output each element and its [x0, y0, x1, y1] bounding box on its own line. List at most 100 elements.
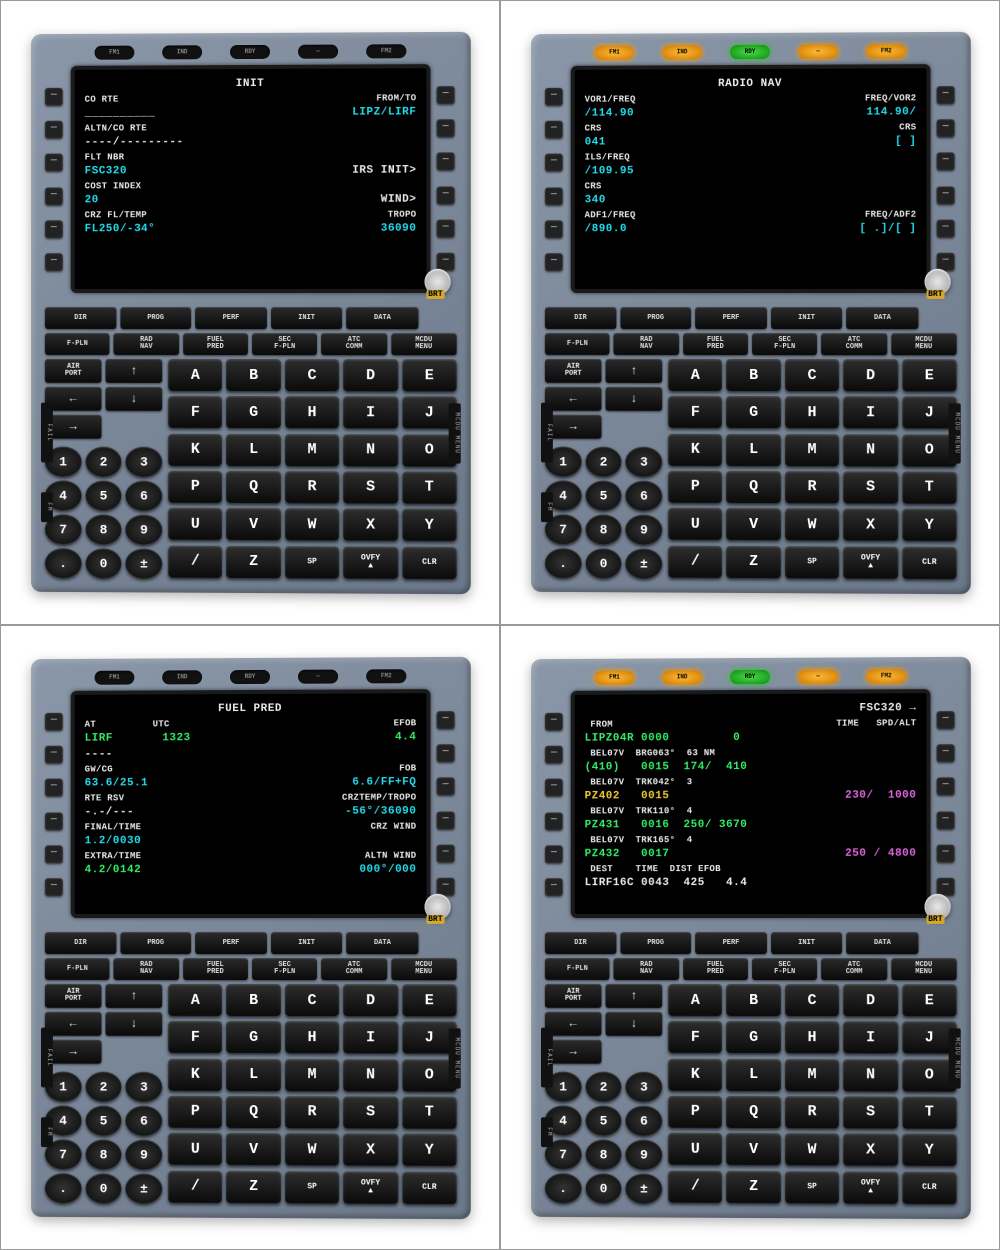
- key-init[interactable]: INIT: [771, 306, 843, 328]
- lsk-l2[interactable]: [545, 120, 563, 138]
- key-3[interactable]: 3: [126, 446, 162, 476]
- lsk-r4[interactable]: [437, 186, 455, 204]
- key-b[interactable]: B: [726, 983, 780, 1015]
- key-sp[interactable]: SP: [285, 545, 339, 577]
- lsk-l5[interactable]: [45, 220, 63, 238]
- key-clr[interactable]: CLR: [402, 1171, 457, 1203]
- key-k[interactable]: K: [668, 1058, 722, 1090]
- key-5[interactable]: 5: [585, 1105, 621, 1135]
- key-sec-f-pln[interactable]: SECF-PLN: [252, 958, 317, 980]
- key-s[interactable]: S: [343, 1096, 398, 1128]
- key-r[interactable]: R: [785, 1096, 839, 1128]
- key-right[interactable]: →: [545, 414, 602, 438]
- lsk-l6[interactable]: [45, 878, 63, 896]
- key-s[interactable]: S: [843, 1096, 898, 1128]
- key-±[interactable]: ±: [626, 1173, 662, 1203]
- lsk-l3[interactable]: [45, 153, 63, 171]
- key-t[interactable]: T: [402, 471, 457, 503]
- key-x[interactable]: X: [843, 1133, 898, 1165]
- key-q[interactable]: Q: [726, 470, 780, 502]
- key-a[interactable]: A: [168, 358, 222, 390]
- key-g[interactable]: G: [226, 396, 280, 428]
- key-p[interactable]: P: [668, 1095, 722, 1127]
- lsk-r6[interactable]: [437, 253, 455, 271]
- key-up[interactable]: ↑: [605, 358, 662, 382]
- lsk-l4[interactable]: [545, 187, 563, 205]
- key-w[interactable]: W: [285, 508, 339, 540]
- key-6[interactable]: 6: [126, 1105, 162, 1135]
- lsk-l4[interactable]: [45, 187, 63, 205]
- lsk-r5[interactable]: [437, 219, 455, 237]
- lsk-l5[interactable]: [45, 845, 63, 863]
- lsk-r5[interactable]: [437, 844, 455, 862]
- key-l[interactable]: L: [726, 433, 780, 465]
- key-prog[interactable]: PROG: [120, 307, 191, 329]
- key-data[interactable]: DATA: [346, 931, 418, 953]
- key-.[interactable]: .: [545, 548, 581, 578]
- key-8[interactable]: 8: [585, 514, 621, 544]
- key-s[interactable]: S: [843, 471, 898, 503]
- key-init[interactable]: INIT: [271, 931, 343, 953]
- key-fuel-pred[interactable]: FUELPRED: [683, 332, 748, 354]
- key-data[interactable]: DATA: [846, 306, 918, 328]
- key-clr[interactable]: CLR: [402, 546, 457, 578]
- key-rad-nav[interactable]: RADNAV: [114, 332, 179, 354]
- key-x[interactable]: X: [343, 508, 398, 540]
- lsk-r6[interactable]: [937, 878, 955, 896]
- key-t[interactable]: T: [902, 1096, 957, 1128]
- lsk-r3[interactable]: [437, 152, 455, 170]
- key-±[interactable]: ±: [626, 548, 662, 578]
- key-y[interactable]: Y: [902, 1133, 957, 1165]
- key-x[interactable]: X: [843, 508, 898, 540]
- key-left[interactable]: ←: [45, 1011, 102, 1035]
- key-g[interactable]: G: [226, 1021, 280, 1053]
- lsk-r2[interactable]: [937, 119, 955, 137]
- key-l[interactable]: L: [726, 1058, 780, 1090]
- key-8[interactable]: 8: [585, 1139, 621, 1169]
- key-perf[interactable]: PERF: [195, 931, 266, 953]
- key-atc-comm[interactable]: ATCCOMM: [821, 333, 887, 355]
- key-6[interactable]: 6: [126, 480, 162, 510]
- key-y[interactable]: Y: [402, 508, 457, 540]
- lsk-r1[interactable]: [937, 85, 955, 103]
- key-h[interactable]: H: [785, 1021, 839, 1053]
- key-dir[interactable]: DIR: [45, 307, 116, 329]
- key-w[interactable]: W: [285, 1133, 339, 1165]
- lsk-r3[interactable]: [937, 152, 955, 170]
- key-l[interactable]: L: [226, 433, 280, 465]
- key-q[interactable]: Q: [226, 1095, 280, 1127]
- key-m[interactable]: M: [785, 1058, 839, 1090]
- lsk-r1[interactable]: [437, 85, 455, 103]
- key-v[interactable]: V: [226, 508, 280, 540]
- key-y[interactable]: Y: [902, 508, 957, 540]
- key-left[interactable]: ←: [545, 386, 602, 410]
- key-rad-nav[interactable]: RADNAV: [614, 332, 679, 354]
- key-airport[interactable]: AIRPORT: [545, 983, 602, 1007]
- key-m[interactable]: M: [285, 433, 339, 465]
- key-h[interactable]: H: [285, 1021, 339, 1053]
- key-n[interactable]: N: [343, 433, 398, 465]
- lsk-r2[interactable]: [437, 744, 455, 762]
- key-rad-nav[interactable]: RADNAV: [614, 957, 679, 979]
- key-right[interactable]: →: [545, 1039, 602, 1063]
- key-init[interactable]: INIT: [771, 931, 843, 953]
- key-q[interactable]: Q: [226, 470, 280, 502]
- key-2[interactable]: 2: [585, 446, 621, 476]
- key-f-pln[interactable]: F-PLN: [545, 332, 610, 354]
- key-r[interactable]: R: [285, 471, 339, 503]
- key-.[interactable]: .: [45, 1173, 81, 1203]
- lsk-l6[interactable]: [45, 253, 63, 271]
- key-prog[interactable]: PROG: [620, 307, 691, 329]
- key-n[interactable]: N: [343, 1058, 398, 1090]
- lsk-r3[interactable]: [937, 777, 955, 795]
- lsk-r5[interactable]: [937, 219, 955, 237]
- key-9[interactable]: 9: [626, 514, 662, 544]
- lsk-l3[interactable]: [45, 778, 63, 796]
- key-dir[interactable]: DIR: [545, 307, 616, 329]
- key-f-pln[interactable]: F-PLN: [45, 957, 110, 979]
- lsk-l6[interactable]: [545, 253, 563, 271]
- key--[interactable]: /: [168, 545, 222, 577]
- key-d[interactable]: D: [843, 359, 898, 391]
- lsk-r4[interactable]: [937, 186, 955, 204]
- key-ovfy-▲[interactable]: OVFY▲: [343, 1171, 398, 1203]
